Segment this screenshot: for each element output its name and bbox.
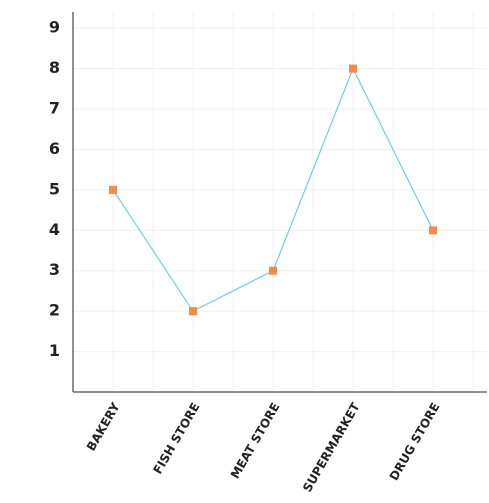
y-tick-label: 8: [49, 58, 60, 77]
y-tick-label: 9: [49, 18, 60, 37]
x-tick-label: DRUG STORE: [387, 400, 443, 483]
x-tick-label: FISH STORE: [151, 400, 203, 476]
marker: [109, 185, 117, 194]
y-tick-label: 4: [49, 220, 60, 239]
y-tick-label: 2: [49, 301, 60, 320]
y-tick-label: 5: [49, 179, 60, 198]
marker: [269, 266, 277, 275]
y-tick-label: 7: [49, 99, 60, 118]
x-tick-label: MEAT STORE: [228, 400, 283, 481]
y-tick-label: 1: [49, 341, 60, 360]
y-tick-label: 6: [49, 139, 60, 158]
marker: [349, 64, 357, 73]
x-tick-label: SUPERMARKET: [300, 400, 363, 495]
marker: [189, 307, 197, 316]
y-tick-label: 3: [49, 260, 60, 279]
x-tick-label: BAKERY: [84, 400, 123, 453]
marker: [429, 226, 437, 235]
